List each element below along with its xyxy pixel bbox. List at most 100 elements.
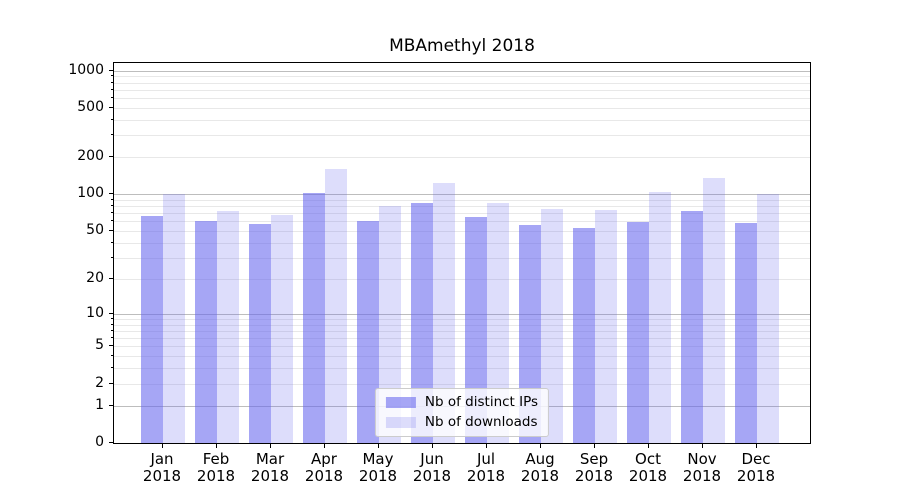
- x-tick-month: Jan: [150, 450, 174, 468]
- x-tick-month: Oct: [635, 450, 661, 468]
- bar-downloads: [379, 206, 401, 443]
- legend-item: Nb of downloads: [385, 415, 538, 430]
- x-tick-year: 2018: [142, 467, 182, 485]
- bar-distinct-ips: [735, 223, 757, 443]
- y-minor-tick-mark: [111, 81, 113, 83]
- bar-downloads: [271, 214, 293, 443]
- y-tick-label: 1: [95, 396, 104, 413]
- y-minor-tick-mark: [111, 317, 113, 319]
- gridline-minor: [114, 213, 810, 215]
- y-tick-label: 0: [95, 434, 104, 450]
- gridline-minor: [114, 324, 810, 326]
- x-tick-month: May: [362, 450, 394, 468]
- gridline-minor: [114, 356, 810, 358]
- bar-distinct-ips: [465, 217, 487, 443]
- x-tick-mark: [594, 444, 595, 448]
- x-tick-year: 2018: [466, 467, 506, 485]
- x-tick-mark: [486, 444, 487, 448]
- bar-downloads: [595, 210, 617, 443]
- gridline-minor: [114, 242, 810, 244]
- y-tick-label: 2: [95, 374, 104, 391]
- x-tick-month: Jul: [476, 450, 496, 468]
- y-tick-label: 100: [77, 185, 104, 202]
- x-tick-label: Jun 2018: [400, 451, 464, 485]
- bar-distinct-ips: [573, 227, 595, 443]
- y-minor-tick-mark: [111, 97, 113, 98]
- bar-downloads: [163, 194, 185, 443]
- chart-title: MBAmethyl 2018: [389, 36, 535, 56]
- bar-distinct-ips: [249, 224, 271, 443]
- bar-distinct-ips: [411, 202, 433, 443]
- bar-distinct-ips: [195, 221, 217, 443]
- x-tick-month: Apr: [311, 450, 337, 468]
- gridline-minor: [114, 338, 810, 340]
- x-tick-mark: [540, 444, 541, 448]
- y-tick-mark: [109, 106, 113, 108]
- bar-distinct-ips: [303, 193, 325, 443]
- gridline-minor: [114, 257, 810, 259]
- bar-distinct-ips: [627, 222, 649, 443]
- y-tick-mark: [109, 312, 113, 314]
- x-tick-year: 2018: [736, 467, 776, 485]
- gridline-major: [114, 70, 810, 72]
- y-tick-mark: [109, 230, 113, 231]
- y-minor-tick-mark: [111, 241, 113, 243]
- y-minor-tick-mark: [111, 212, 113, 214]
- gridline-minor: [114, 135, 810, 137]
- x-tick-year: 2018: [358, 467, 398, 485]
- legend-swatch-downloads: [385, 417, 416, 428]
- y-axis: 1000 500 200 100 50 20 10 5 2 1 0: [0, 61, 113, 450]
- x-tick-label: May 2018: [346, 451, 410, 485]
- gridline-minor: [114, 98, 810, 99]
- y-tick-label: 10: [86, 304, 104, 321]
- x-tick-label: Jan 2018: [130, 451, 194, 485]
- y-minor-tick-mark: [111, 367, 113, 369]
- y-tick-mark: [109, 442, 113, 443]
- x-tick-mark: [324, 444, 325, 448]
- y-tick-mark: [109, 404, 113, 406]
- y-minor-tick-mark: [111, 134, 113, 136]
- y-tick-label: 5: [95, 337, 104, 354]
- plot-area: Nb of distinct IPs Nb of downloads: [113, 62, 811, 444]
- y-tick-label: 500: [77, 98, 104, 115]
- x-tick-month: Feb: [202, 450, 230, 468]
- y-minor-tick-mark: [111, 205, 113, 207]
- gridline-minor: [114, 221, 810, 223]
- bar-distinct-ips: [357, 220, 379, 443]
- bar-downloads: [649, 191, 671, 443]
- x-tick-label: Dec 2018: [724, 451, 788, 485]
- gridline-minor: [114, 76, 810, 78]
- x-tick-year: 2018: [628, 467, 668, 485]
- legend-swatch-distinct-ips: [385, 397, 416, 408]
- x-tick-year: 2018: [304, 467, 344, 485]
- y-tick-mark: [109, 277, 113, 279]
- x-tick-mark: [162, 444, 163, 448]
- y-minor-tick-mark: [111, 198, 113, 200]
- gridline-minor: [114, 119, 810, 121]
- x-tick-mark: [648, 444, 649, 448]
- y-minor-tick-mark: [111, 75, 113, 77]
- x-tick-month: Sep: [579, 450, 609, 468]
- y-minor-tick-mark: [111, 88, 113, 90]
- x-tick-label: Apr 2018: [292, 451, 356, 485]
- x-tick-year: 2018: [250, 467, 290, 485]
- x-tick-month: Aug: [525, 450, 555, 468]
- y-tick-label: 200: [77, 148, 104, 165]
- y-tick-label: 1000: [68, 61, 104, 78]
- y-tick-mark: [109, 345, 113, 347]
- x-tick-mark: [756, 444, 757, 448]
- legend-label: Nb of distinct IPs: [424, 394, 539, 410]
- gridline-minor: [114, 157, 810, 159]
- bar-downloads: [541, 208, 563, 443]
- x-tick-mark: [216, 444, 217, 448]
- x-tick-mark: [432, 444, 433, 448]
- x-tick-year: 2018: [574, 467, 614, 485]
- gridline-minor: [114, 206, 810, 208]
- gridline-major: [114, 194, 810, 196]
- gridline-minor: [114, 330, 810, 332]
- gridline-minor: [114, 107, 810, 109]
- x-axis: Jan 2018 Feb 2018 Mar 2018 Apr 2018 May 2018 Jun 20…: [113, 444, 811, 500]
- x-tick-label: Oct 2018: [616, 451, 680, 485]
- x-tick-mark: [702, 444, 703, 448]
